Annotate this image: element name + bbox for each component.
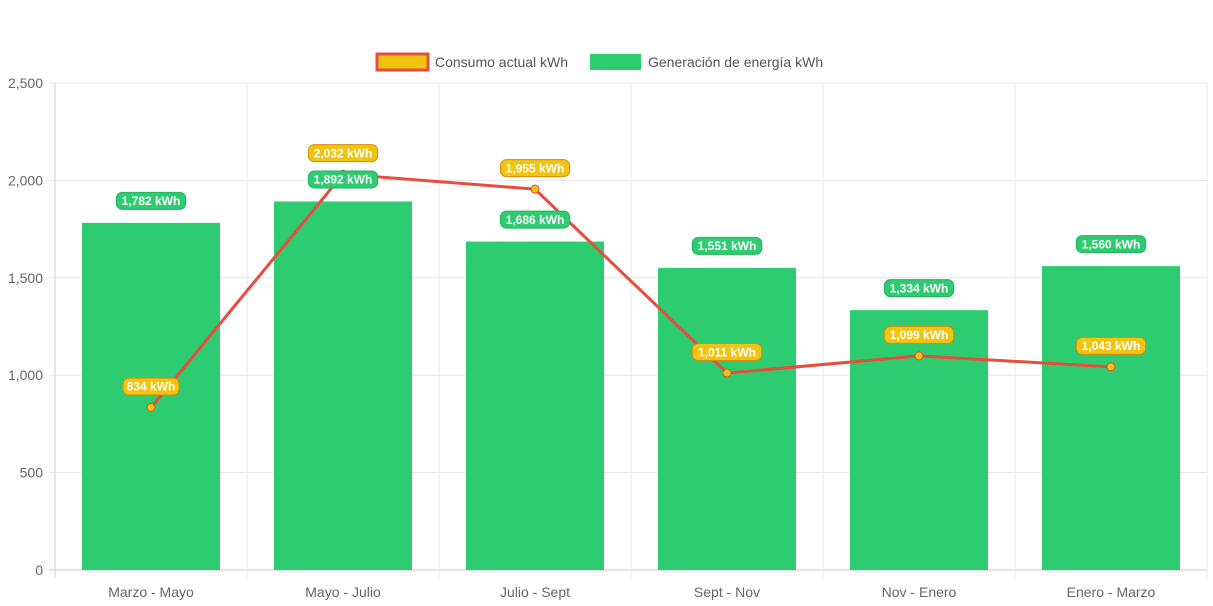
x-tick-label: Marzo - Mayo: [108, 584, 194, 600]
bar-value-label-bg: [499, 210, 571, 229]
line-value-label-bg: [1075, 336, 1147, 355]
y-tick-label: 2,000: [8, 172, 43, 188]
legend: Consumo actual kWh Generación de energía …: [375, 52, 823, 72]
bar-generation: [1042, 266, 1180, 570]
x-tick-label: Mayo - Julio: [305, 584, 381, 600]
bar-value-label-bg: [1075, 235, 1147, 254]
line-value-label-bg: [691, 343, 763, 362]
line-value-label-bg: [499, 159, 571, 178]
consumption-line: [146, 169, 1116, 413]
line-value-label: 1,011 kWh: [691, 343, 763, 362]
y-tick-label: 0: [35, 562, 43, 578]
bar-value-label: 1,686 kWh: [499, 210, 571, 229]
bar-generation: [82, 222, 220, 570]
x-tick-label: Sept - Nov: [694, 584, 760, 600]
line-value-label: 1,099 kWh: [883, 325, 955, 344]
y-tick-label: 500: [20, 465, 44, 481]
line-point: [1106, 362, 1116, 372]
bar-value-label-bg: [883, 279, 955, 298]
y-tick-label: 1,000: [8, 367, 43, 383]
x-tick-label: Julio - Sept: [500, 584, 570, 600]
line-point: [722, 368, 732, 378]
bar-value-label-text: 1,560 kWh: [1082, 237, 1141, 251]
bar-value-label: 1,334 kWh: [883, 279, 955, 298]
line-value-label-text: 1,011 kWh: [698, 345, 756, 359]
bar-value-label-bg: [307, 170, 379, 189]
bar-value-label-text: 1,551 kWh: [698, 239, 757, 253]
line-value-label-text: 834 kWh: [127, 380, 176, 394]
bar-value-label-bg: [115, 191, 187, 210]
bar-value-label-text: 1,686 kWh: [506, 213, 565, 227]
line-value-label-text: 1,043 kWh: [1082, 339, 1141, 353]
line-value-label-bg: [122, 377, 180, 396]
line-point: [530, 184, 540, 194]
bar-value-label: 1,551 kWh: [691, 236, 763, 255]
bar-value-label-bg: [691, 236, 763, 255]
line-value-label-text: 2,032 kWh: [314, 146, 373, 160]
bar-value-label: 1,560 kWh: [1075, 235, 1147, 254]
axes: 0 500 1,000 1,500 2,000 2,500 Marzo - Mayo Mayo…: [8, 75, 1156, 600]
legend-label-consumption[interactable]: Consumo actual kWh: [435, 54, 568, 70]
x-tick-label: Enero - Marzo: [1067, 584, 1156, 600]
bar-generation: [466, 241, 604, 570]
bar-value-label: 1,782 kWh: [115, 191, 187, 210]
bar-generation: [850, 310, 988, 570]
line-point: [146, 403, 156, 413]
legend-label-generation[interactable]: Generación de energía kWh: [648, 54, 823, 70]
line-value-label: 2,032 kWh: [307, 144, 379, 163]
line-value-label: 1,043 kWh: [1075, 336, 1147, 355]
line-value-label: 1,955 kWh: [499, 159, 571, 178]
y-tick-label: 2,500: [8, 75, 43, 91]
legend-swatch-generation[interactable]: [590, 54, 641, 70]
bar-value-label-text: 1,892 kWh: [314, 173, 373, 187]
x-tick-label: Nov - Enero: [882, 584, 957, 600]
y-tick-label: 1,500: [8, 270, 43, 286]
line-value-label: 834 kWh: [122, 377, 180, 396]
data-labels: 1,782 kWh 1,892 kWh 1,686 kWh 1,551 kWh 1,33…: [115, 144, 1147, 396]
bar-value-label-text: 1,334 kWh: [890, 281, 949, 295]
grid: [49, 82, 1208, 578]
legend-swatch-consumption[interactable]: [375, 52, 430, 72]
bar-value-label-text: 1,782 kWh: [122, 194, 181, 208]
bar-value-label: 1,892 kWh: [307, 170, 379, 189]
line-point: [914, 351, 924, 361]
line-value-label-bg: [307, 144, 379, 163]
line-value-label-text: 1,955 kWh: [506, 161, 565, 175]
line-consumption: [149, 172, 1112, 409]
line-value-label-text: 1,099 kWh: [890, 328, 949, 342]
line-value-label-bg: [883, 325, 955, 344]
bar-generation: [274, 201, 412, 570]
bar-generation: [658, 267, 796, 570]
